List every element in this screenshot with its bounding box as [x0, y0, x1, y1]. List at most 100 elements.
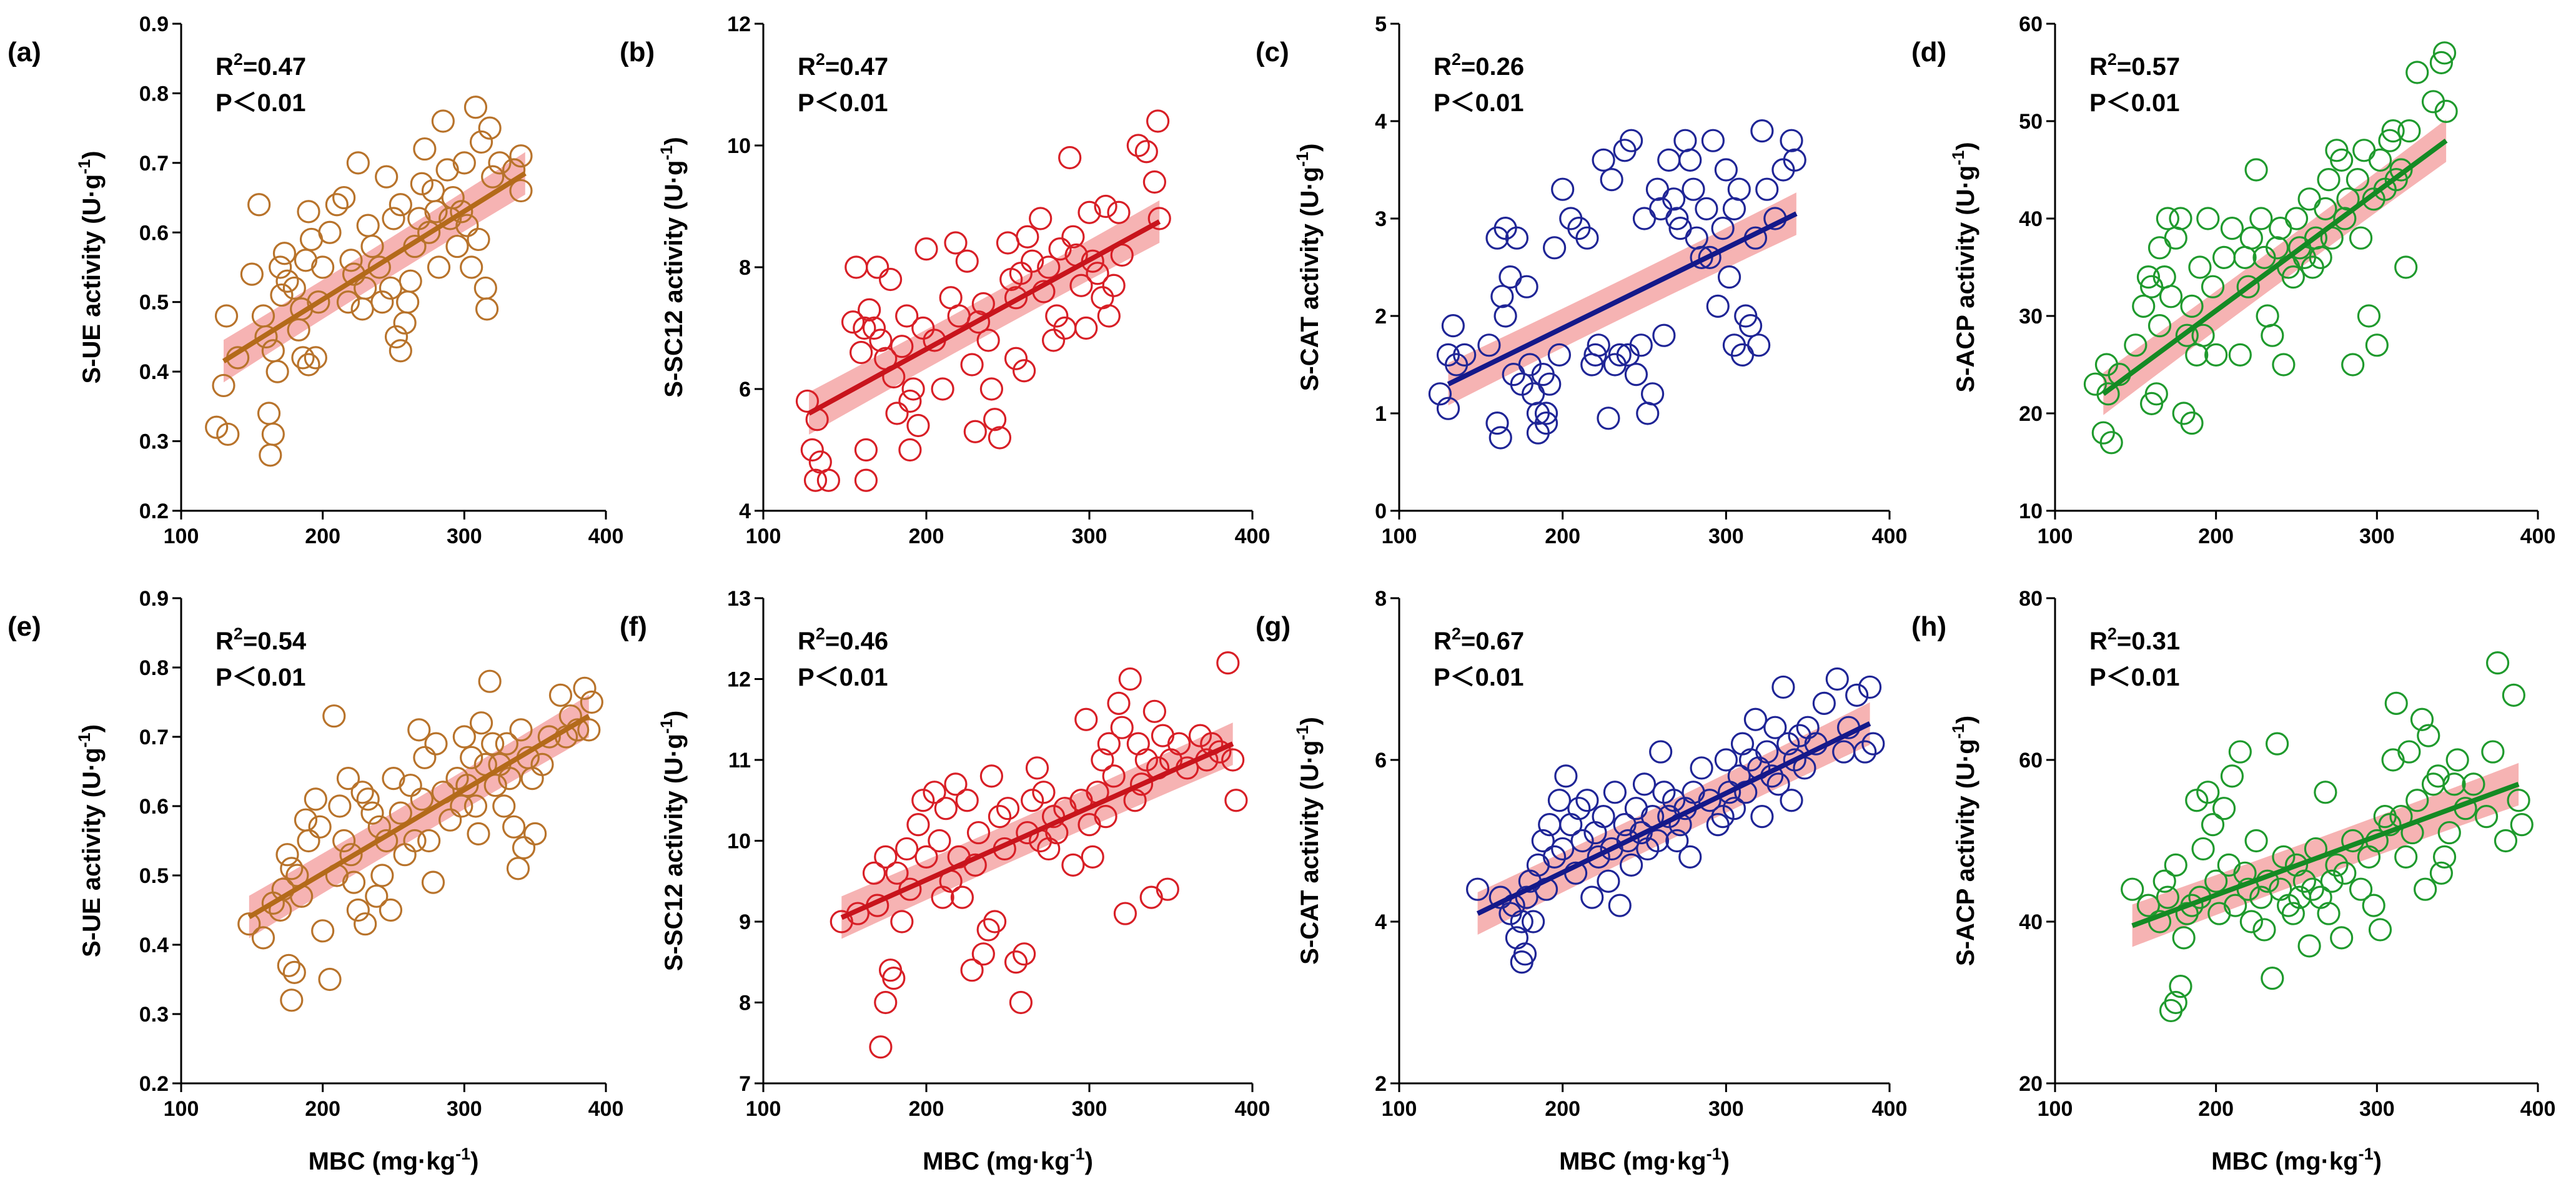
data-point [2357, 304, 2381, 328]
data-point [396, 290, 420, 314]
data-point [1012, 359, 1036, 383]
x-tick-label: 300 [1072, 525, 1107, 548]
data-point [869, 1035, 893, 1059]
data-point [2272, 353, 2296, 377]
y-label-superscript: -1 [1293, 152, 1312, 167]
data-point [1695, 197, 1718, 220]
data-point [878, 267, 903, 292]
y-tick-label: 4 [1375, 110, 1387, 134]
data-point [328, 794, 352, 818]
data-point [2394, 845, 2418, 869]
y-tick-label: 12 [727, 12, 751, 36]
data-point [2164, 853, 2187, 877]
fit-line [2101, 138, 2448, 397]
data-point [2220, 764, 2244, 788]
data-point [963, 420, 987, 443]
y-tick-label: 2 [1375, 305, 1387, 328]
y-tick-label: 11 [728, 749, 751, 772]
data-point [2434, 99, 2458, 123]
data-point [1678, 148, 1702, 172]
x-label-superscript: -1 [455, 1145, 470, 1163]
data-point [890, 910, 914, 933]
y-tick-label: 0.4 [139, 933, 169, 957]
x-axis-label: MBC (mg·kg-1) [1559, 1145, 1730, 1175]
y-tick-label: 10 [2019, 500, 2043, 523]
data-point [1531, 829, 1555, 853]
data-point [1597, 869, 1620, 893]
data-point [1603, 781, 1627, 804]
y-tick-label: 30 [2019, 305, 2043, 328]
data-point [1521, 910, 1545, 933]
data-point [1853, 740, 1877, 764]
x-tick-label: 200 [2198, 525, 2234, 548]
data-point [251, 926, 275, 950]
fit-line [808, 219, 1161, 416]
data-point [2421, 772, 2445, 796]
data-point [2124, 333, 2147, 357]
data-point [2349, 877, 2373, 901]
data-point [1091, 748, 1114, 772]
y-tick-label: 8 [739, 992, 751, 1015]
data-point [1743, 707, 1768, 731]
data-point [1747, 333, 1771, 357]
y-label-close: ) [1952, 142, 1979, 150]
data-point [247, 193, 271, 217]
panel-e: 0.2 0.3 0.4 0.5 0.6 0.7 0.8 0.9 100 200 300 400 (e) R… [7, 587, 623, 1175]
data-point [1037, 255, 1061, 279]
y-tick-label: 0.3 [139, 430, 169, 454]
data-point [2244, 158, 2268, 182]
y-axis-label: S-SC12 activity (U·g-1) [657, 137, 688, 397]
data-point [1515, 275, 1538, 298]
data-point [291, 346, 315, 370]
data-point [2169, 207, 2192, 230]
data-point [1649, 740, 1673, 764]
x-axis-label: MBC (mg·kg-1) [923, 1145, 1093, 1175]
x-axis-label: MBC (mg·kg-1) [309, 1145, 479, 1175]
data-point [898, 389, 922, 413]
data-point [282, 960, 306, 985]
r2-prefix: R [1434, 53, 1452, 81]
y-axis-label: S-ACP activity (U·g-1) [1949, 716, 1979, 966]
y-tick-label: 8 [1375, 587, 1387, 611]
data-point [1587, 845, 1610, 869]
data-point [2384, 691, 2408, 715]
data-point [297, 353, 320, 377]
data-point [944, 772, 968, 796]
y-label-main: S-SC12 activity (U·g [660, 734, 688, 971]
data-point [580, 690, 603, 714]
data-point [2159, 998, 2183, 1023]
data-point [2233, 245, 2257, 269]
data-point [2180, 411, 2204, 435]
data-point [988, 805, 1012, 829]
data-point [1134, 748, 1158, 772]
data-point [2317, 168, 2341, 192]
r2-value: =0.31 [2117, 628, 2180, 655]
data-point [2180, 294, 2204, 318]
data-point [512, 835, 536, 860]
data-point [976, 328, 1000, 352]
data-point [393, 843, 417, 867]
data-point [1673, 129, 1697, 152]
x-tick-label: 400 [1872, 1097, 1908, 1121]
data-point [1636, 401, 1660, 425]
data-point [1665, 829, 1689, 853]
data-point [1632, 772, 1657, 796]
data-point [1110, 716, 1134, 739]
data-point [1580, 885, 1604, 909]
data-point [1058, 145, 1082, 170]
x-label-close: ) [1085, 1148, 1093, 1175]
data-point [360, 801, 384, 825]
r2-annotation: R2=0.46 [798, 624, 888, 655]
data-point [1755, 177, 1779, 201]
y-tick-label: 13 [727, 587, 751, 611]
x-tick-label: 200 [305, 1097, 340, 1121]
y-tick-label: 0.8 [139, 82, 169, 106]
data-point [885, 861, 909, 885]
data-point [467, 822, 490, 846]
data-point [297, 829, 320, 853]
data-point [2442, 772, 2466, 796]
data-point [455, 774, 479, 797]
data-point [1632, 207, 1657, 230]
r2-annotation: R2=0.26 [1434, 50, 1524, 81]
data-point [2474, 805, 2499, 829]
